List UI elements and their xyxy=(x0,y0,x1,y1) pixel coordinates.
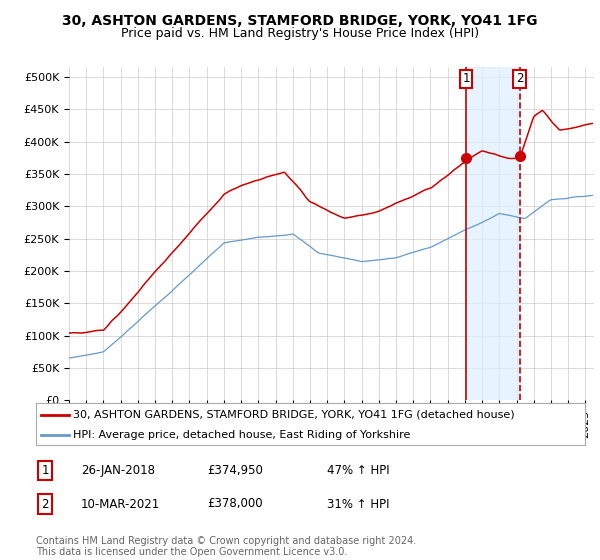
Text: 30, ASHTON GARDENS, STAMFORD BRIDGE, YORK, YO41 1FG (detached house): 30, ASHTON GARDENS, STAMFORD BRIDGE, YOR… xyxy=(73,409,515,419)
Text: 1: 1 xyxy=(463,72,470,85)
Text: HPI: Average price, detached house, East Riding of Yorkshire: HPI: Average price, detached house, East… xyxy=(73,430,411,440)
Text: 26-JAN-2018: 26-JAN-2018 xyxy=(81,464,155,477)
Text: 47% ↑ HPI: 47% ↑ HPI xyxy=(327,464,389,477)
Bar xyxy=(466,67,520,400)
Text: 2: 2 xyxy=(41,497,49,511)
Text: Contains HM Land Registry data © Crown copyright and database right 2024.
This d: Contains HM Land Registry data © Crown c… xyxy=(36,535,416,557)
Text: £374,950: £374,950 xyxy=(207,464,263,477)
Text: 30, ASHTON GARDENS, STAMFORD BRIDGE, YORK, YO41 1FG: 30, ASHTON GARDENS, STAMFORD BRIDGE, YOR… xyxy=(62,14,538,28)
Text: 31% ↑ HPI: 31% ↑ HPI xyxy=(327,497,389,511)
Text: £378,000: £378,000 xyxy=(207,497,263,511)
Text: Price paid vs. HM Land Registry's House Price Index (HPI): Price paid vs. HM Land Registry's House … xyxy=(121,27,479,40)
Text: 10-MAR-2021: 10-MAR-2021 xyxy=(81,497,160,511)
Text: 1: 1 xyxy=(41,464,49,477)
Text: 2: 2 xyxy=(516,72,524,85)
